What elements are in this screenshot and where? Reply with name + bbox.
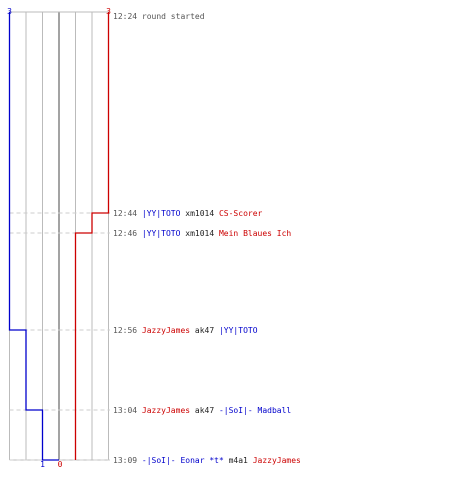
killer-name: |YY|TOTO bbox=[142, 209, 185, 218]
event-labels: 12:24 round started 12:44 |YY|TOTO xm1014… bbox=[113, 12, 301, 465]
killer-name: |YY|TOTO bbox=[142, 229, 185, 238]
event-time: 12:46 bbox=[113, 229, 142, 238]
event-time: 12:44 bbox=[113, 209, 142, 218]
team-counts: 3 3 1 0 bbox=[7, 7, 111, 469]
event-time: 13:04 bbox=[113, 406, 142, 415]
weapon-name: xm1014 bbox=[185, 229, 219, 238]
weapon-name: ak47 bbox=[195, 326, 219, 335]
killer-name: JazzyJames bbox=[142, 406, 195, 415]
blue-team-line bbox=[8, 12, 59, 461]
kill-event-label: 12:56 JazzyJames ak47 |YY|TOTO bbox=[113, 326, 258, 335]
red-final-count: 0 bbox=[58, 460, 63, 469]
killer-name: JazzyJames bbox=[142, 326, 195, 335]
red-team-line bbox=[74, 12, 110, 460]
weapon-name: ak47 bbox=[195, 406, 219, 415]
event-time: 12:24 bbox=[113, 12, 142, 21]
event-note: round started bbox=[142, 12, 205, 21]
start-event-label: 12:24 round started bbox=[113, 12, 205, 21]
weapon-name: m4a1 bbox=[229, 456, 253, 465]
grid-lines bbox=[9, 11, 109, 461]
kill-event-label: 12:46 |YY|TOTO xm1014 Mein Blaues Ich bbox=[113, 229, 291, 238]
event-time: 13:09 bbox=[113, 456, 142, 465]
team-series bbox=[8, 12, 110, 461]
kill-event-label: 13:09 -|SoI|- Eonar *t* m4a1 JazzyJames bbox=[113, 456, 301, 465]
victim-name: CS-Scorer bbox=[219, 209, 263, 218]
blue-start-count: 3 bbox=[7, 7, 12, 16]
victim-name: |YY|TOTO bbox=[219, 326, 258, 335]
red-start-count: 3 bbox=[106, 7, 111, 16]
blue-final-count: 1 bbox=[40, 460, 45, 469]
victim-name: JazzyJames bbox=[253, 456, 301, 465]
event-guide-lines bbox=[9, 212, 110, 461]
kill-event-label: 12:44 |YY|TOTO xm1014 CS-Scorer bbox=[113, 209, 263, 218]
victim-name: -|SoI|- Madball bbox=[219, 406, 291, 415]
kill-event-label: 13:04 JazzyJames ak47 -|SoI|- Madball bbox=[113, 406, 291, 415]
weapon-name: xm1014 bbox=[185, 209, 219, 218]
victim-name: Mein Blaues Ich bbox=[219, 229, 291, 238]
killer-name: -|SoI|- Eonar *t* bbox=[142, 456, 229, 465]
event-time: 12:56 bbox=[113, 326, 142, 335]
